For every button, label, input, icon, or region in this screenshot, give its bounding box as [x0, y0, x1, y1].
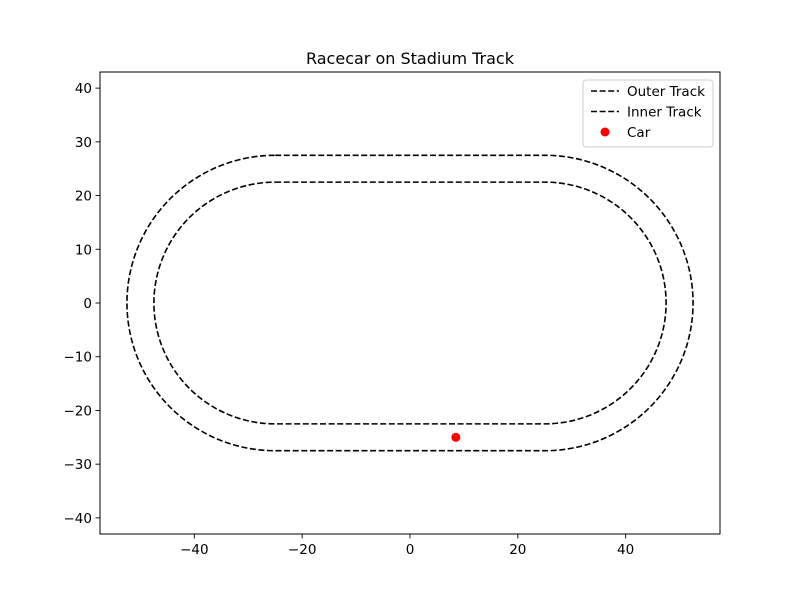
axes: −40 −20 0 20 40 −40 −30 −20 −10 0 10 20 30 40: [64, 71, 721, 558]
plot-area: [126, 154, 694, 452]
legend: Outer Track Inner Track Car: [582, 79, 714, 148]
y-tick-label: −10: [64, 350, 93, 366]
y-tick-label: 30: [75, 135, 92, 151]
x-tick-label: −20: [288, 542, 317, 558]
chart-title: Racecar on Stadium Track: [306, 49, 515, 68]
legend-label: Car: [627, 125, 651, 141]
legend-label: Inner Track: [627, 105, 702, 121]
car-point: [451, 432, 461, 442]
y-tick-label: 10: [75, 242, 92, 258]
y-tick-label: 20: [75, 189, 92, 205]
x-tick-label: 0: [406, 542, 415, 558]
x-tick-label: 40: [617, 542, 634, 558]
outer-track-line: [126, 154, 694, 452]
x-tick-label: 20: [509, 542, 526, 558]
inner-track-line: [153, 181, 667, 425]
y-tick-label: −40: [64, 511, 93, 527]
legend-box: [582, 79, 714, 148]
y-tick-label: 0: [83, 296, 92, 312]
y-tick-label: −20: [64, 403, 93, 419]
y-tick-label: −30: [64, 457, 93, 473]
legend-label: Outer Track: [627, 84, 705, 100]
x-tick-label: −40: [180, 542, 209, 558]
y-tick-label: 40: [75, 81, 92, 97]
legend-point-marker: [600, 127, 610, 137]
